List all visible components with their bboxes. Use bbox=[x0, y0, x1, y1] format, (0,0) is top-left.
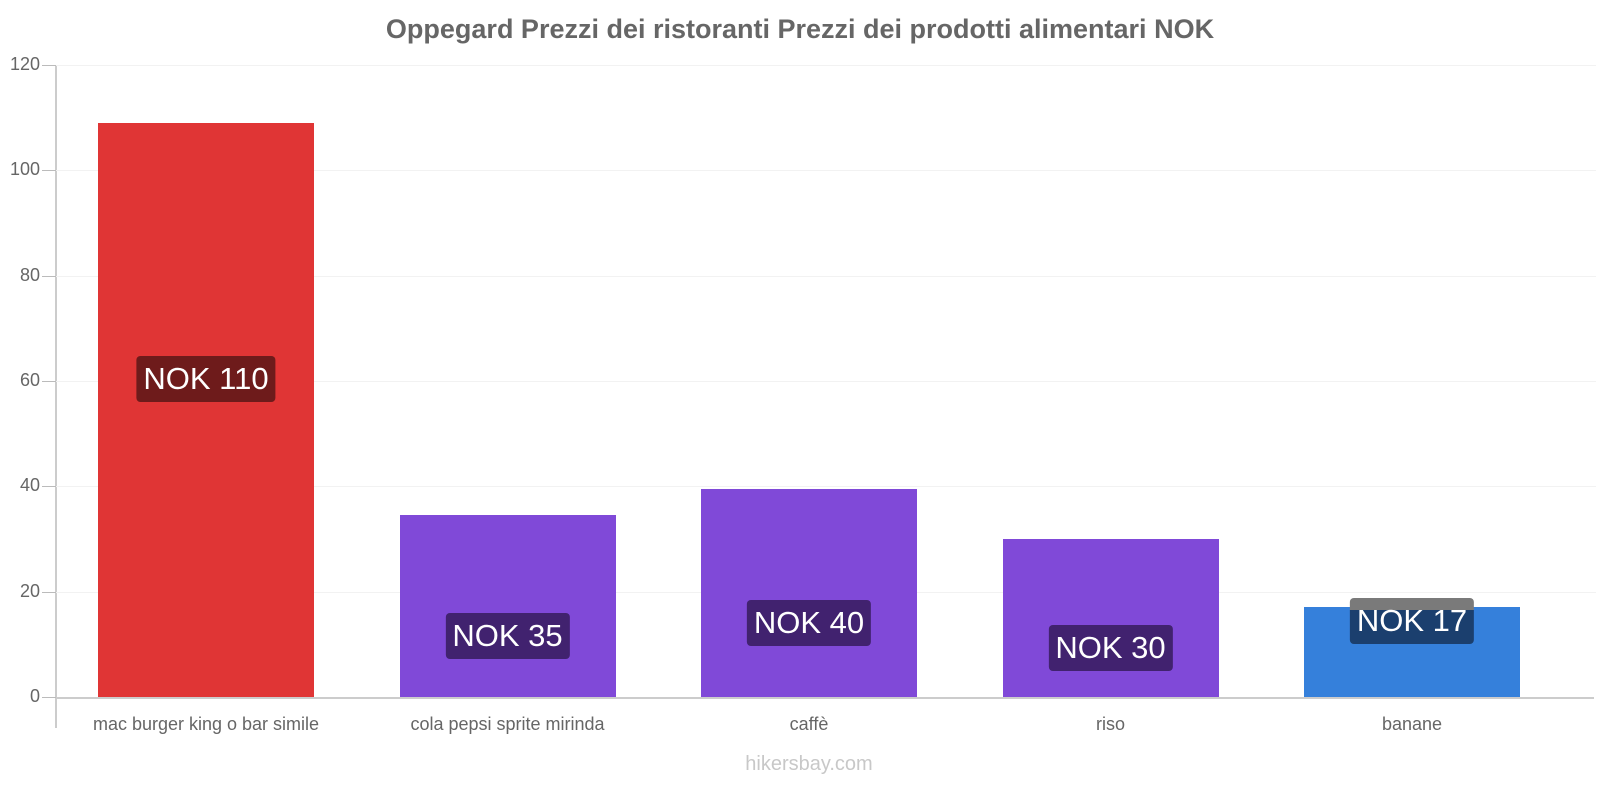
y-tick-label: 60 bbox=[19, 370, 40, 390]
bar[interactable] bbox=[701, 488, 917, 697]
y-tick-mark bbox=[42, 381, 56, 382]
bar-value-label: NOK 17 bbox=[1349, 598, 1475, 644]
y-tick-label: 100 bbox=[9, 159, 40, 180]
gridline bbox=[56, 170, 1596, 172]
bar[interactable] bbox=[98, 122, 314, 697]
gridline bbox=[56, 486, 1596, 488]
x-axis bbox=[56, 697, 1594, 699]
y-tick-label: 0 bbox=[29, 686, 40, 706]
y-tick-label: 80 bbox=[19, 264, 40, 285]
x-tick-label: banane bbox=[1381, 714, 1443, 734]
bar[interactable] bbox=[399, 515, 616, 697]
y-tick-label: 120 bbox=[9, 54, 40, 74]
y-tick-mark bbox=[42, 65, 56, 66]
bar-value-label: NOK 110 bbox=[136, 356, 276, 402]
x-tick-label: mac burger king o bar simile bbox=[92, 714, 320, 734]
y-tick-label: 40 bbox=[19, 475, 40, 496]
y-tick-mark bbox=[42, 170, 56, 172]
bar-value-label: NOK 30 bbox=[1048, 625, 1173, 671]
y-tick-mark bbox=[42, 486, 56, 488]
bar[interactable] bbox=[1002, 539, 1219, 697]
x-tick-label: riso bbox=[1095, 714, 1125, 734]
y-tick-mark bbox=[42, 591, 56, 593]
chart-title: Oppegard Prezzi dei ristoranti Prezzi de… bbox=[385, 14, 1215, 44]
gridline bbox=[56, 381, 1596, 382]
gridline bbox=[56, 65, 1596, 66]
y-tick-label: 20 bbox=[19, 580, 40, 601]
y-axis bbox=[55, 65, 57, 728]
gridline bbox=[56, 275, 1596, 277]
bar-value-label: NOK 35 bbox=[445, 613, 570, 660]
x-tick-label: caffè bbox=[789, 714, 829, 734]
x-tick-label: cola pepsi sprite mirinda bbox=[410, 714, 605, 734]
watermark: hikersbay.com bbox=[745, 753, 873, 775]
y-tick-mark bbox=[42, 275, 56, 277]
bar-value-label: NOK 40 bbox=[746, 599, 872, 646]
y-tick-mark bbox=[42, 697, 56, 698]
